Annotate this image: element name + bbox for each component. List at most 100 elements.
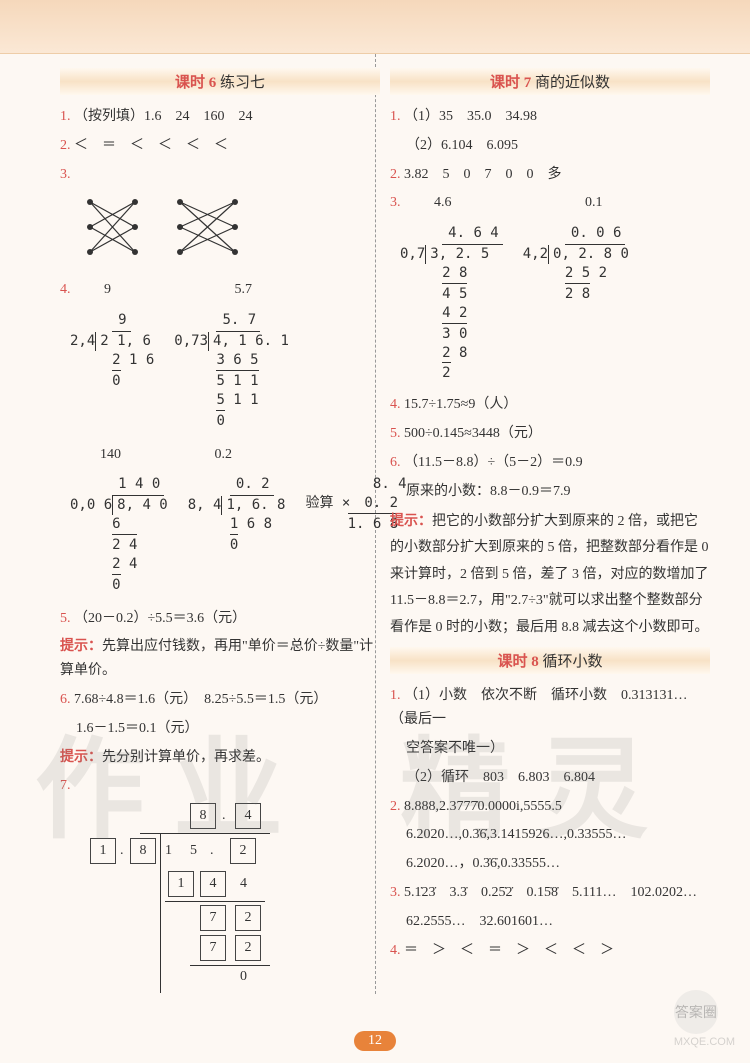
longdiv-c: 1 4 0 0,0 68, 4 0 6 2 4 2 4 0 xyxy=(70,475,168,594)
b-q3-l2: 62.2555… 32.601601… xyxy=(406,910,710,934)
r-q1-l2: （2）6.104 6.095 xyxy=(406,134,710,158)
q3: 3. xyxy=(60,163,380,187)
q5-expr: （20－0.2）÷5.5＝3.6（元） xyxy=(74,611,246,626)
lesson-number: 课时 7 xyxy=(490,75,531,91)
r-q6-l2: 原来的小数：8.8－0.9＝7.9 xyxy=(406,480,710,504)
r-q2: 2. 3.82 5 0 7 0 0 多 xyxy=(390,163,710,187)
q4-header-a: 9 xyxy=(104,282,111,297)
q4-num: 4. xyxy=(60,282,71,297)
r-q4-text: 15.7÷1.75≈9（人） xyxy=(404,397,517,412)
hint-label: 提示： xyxy=(60,750,102,765)
brand-circle: 答案圈 xyxy=(674,990,718,1034)
r-q3-hb: 0.1 xyxy=(585,195,603,210)
q4: 4. 9 5.7 xyxy=(60,278,380,302)
number-box: 2 xyxy=(230,838,256,864)
r-q6-hint-text: 把它的小数部分扩大到原来的 2 倍，或把它的小数部分扩大到原来的 5 倍，把整数… xyxy=(390,514,709,635)
lesson-name: 练习七 xyxy=(220,75,265,91)
b-q3-l1: 5.1̇23̇ 3.3̇ 0.25̇2̇ 0.15̇8̇ 5.111… 102.… xyxy=(404,885,697,900)
b-q2-l2: 6.2020…,0.3̇6̇,3.1415926…,0.33555… xyxy=(406,823,710,847)
number-box: 4 xyxy=(235,803,261,829)
q1: 1. （按列填）1.6 24 160 24 xyxy=(60,105,380,129)
r-q6-hint: 提示：把它的小数部分扩大到原来的 2 倍，或把它的小数部分扩大到原来的 5 倍，… xyxy=(390,509,710,642)
calc-text: . xyxy=(120,843,124,859)
longdiv-a: 9 2,42 1, 6 2 1 6 0 xyxy=(70,311,154,391)
b-q4-num: 4. xyxy=(390,943,401,958)
b-q2-l3: 6.2020…，0.3̇6̇,0.33555… xyxy=(406,852,710,876)
number-box: 2 xyxy=(235,935,261,961)
number-box: 1 xyxy=(90,838,116,864)
r-q3: 3. 4.6 0.1 xyxy=(390,191,710,215)
brand-url: MXQE.COM xyxy=(674,1036,735,1048)
r-q5-num: 5. xyxy=(390,426,401,441)
calc-text: 0 xyxy=(240,969,247,985)
b-q2-l1: 8.888,2.3777̇0.0000i,5555.5 xyxy=(404,799,562,814)
q3-num: 3. xyxy=(60,167,71,182)
page-number: 12 xyxy=(354,1031,396,1051)
b-q1-l1: （1）小数 依次不断 循环小数 0.313131…（最后一 xyxy=(390,688,688,727)
lesson-name: 循环小数 xyxy=(543,654,603,670)
number-box: 8 xyxy=(190,803,216,829)
number-box: 8 xyxy=(130,838,156,864)
q5: 5. （20－0.2）÷5.5＝3.6（元） xyxy=(60,607,380,631)
r-q2-num: 2. xyxy=(390,167,401,182)
calc-text: 5 xyxy=(190,843,197,859)
q4-header-d: 0.2 xyxy=(215,447,233,462)
r-q5-text: 500÷0.145≈3448（元） xyxy=(404,426,542,441)
longdiv-b: 5. 7 0,734, 1 6. 1 3 6 5 5 1 1 5 1 1 0 xyxy=(174,311,289,430)
q7-num: 7. xyxy=(60,778,71,793)
r-q3-row: 4. 6 4 0,73, 2. 5 2 8 4 5 4 2 3 0 2 8 2 … xyxy=(390,220,710,387)
number-box: 2 xyxy=(235,905,261,931)
calc-text: . xyxy=(222,808,226,824)
q4-header-b: 5.7 xyxy=(235,282,253,297)
r-q1-num: 1. xyxy=(390,109,401,124)
calc-text: . xyxy=(210,843,214,859)
q2: 2. ＜ ＝ ＜ ＜ ＜ ＜ xyxy=(60,134,380,158)
q6: 6. 7.68÷4.8＝1.6（元） 8.25÷5.5＝1.5（元） xyxy=(60,688,380,712)
b-q1-l2: 空答案不唯一） xyxy=(406,737,710,761)
r-q6-num: 6. xyxy=(390,455,401,470)
b-q4-text: ＝ ＞ ＜ ＝ ＞ ＜ ＜ ＞ xyxy=(404,943,614,958)
longdiv-d: 0. 2 8, 41, 6. 8 1 6 8 0 xyxy=(188,475,286,555)
b-q4: 4. ＝ ＞ ＜ ＝ ＞ ＜ ＜ ＞ xyxy=(390,939,710,963)
matching-diagram xyxy=(80,192,260,272)
q4-row1: 9 2,42 1, 6 2 1 6 0 5. 7 0,734, 1 6. 1 3… xyxy=(60,307,380,434)
q6-hint: 提示：先分别计算单价，再求差。 xyxy=(60,746,380,770)
q7-boxes: 8.41.815.214472720 xyxy=(90,803,330,1003)
q2-text: ＜ ＝ ＜ ＜ ＜ ＜ xyxy=(74,138,228,153)
page-content: 课时 6 练习七 1. （按列填）1.6 24 160 24 2. ＜ ＝ ＜ … xyxy=(0,54,750,1003)
r-q1-l1: （1）35 35.0 34.98 xyxy=(404,109,537,124)
lesson-name: 商的近似数 xyxy=(535,75,610,91)
q1-text: （按列填）1.6 24 160 24 xyxy=(74,109,253,124)
number-box: 7 xyxy=(200,935,226,961)
hint-label: 提示： xyxy=(390,514,432,529)
hint-label: 提示： xyxy=(60,639,102,654)
number-box: 4 xyxy=(200,871,226,897)
calc-text: 1 xyxy=(165,843,172,859)
left-column: 课时 6 练习七 1. （按列填）1.6 24 160 24 2. ＜ ＝ ＜ … xyxy=(60,62,380,1003)
lesson-title-7: 课时 7 商的近似数 xyxy=(390,68,710,95)
r-q4: 4. 15.7÷1.75≈9（人） xyxy=(390,393,710,417)
lesson-title-8: 课时 8 循环小数 xyxy=(390,647,710,674)
lesson-number: 课时 8 xyxy=(497,654,538,670)
brand-watermark: 答案圈 MXQE.COM xyxy=(674,990,735,1048)
q6-hint-text: 先分别计算单价，再求差。 xyxy=(102,750,270,765)
q4-row2: 1 4 0 0,0 68, 4 0 6 2 4 2 4 0 0. 2 8, 41… xyxy=(60,471,380,598)
lesson-number: 课时 6 xyxy=(175,75,216,91)
q6-l2: 1.6－1.5＝0.1（元） xyxy=(76,717,380,741)
q4-header-c: 140 xyxy=(100,447,121,462)
q5-hint-text: 先算出应付钱数，再用"单价＝总价÷数量"计算单价。 xyxy=(60,639,373,678)
q6-num: 6. xyxy=(60,692,71,707)
b-q3: 3. 5.1̇23̇ 3.3̇ 0.25̇2̇ 0.15̇8̇ 5.111… 1… xyxy=(390,881,710,905)
r-q4-num: 4. xyxy=(390,397,401,412)
r-q1: 1. （1）35 35.0 34.98 xyxy=(390,105,710,129)
matching-svg xyxy=(80,192,260,272)
r-q6: 6. （11.5－8.8）÷（5－2）＝0.9 xyxy=(390,451,710,475)
q7: 7. xyxy=(60,774,380,798)
q2-num: 2. xyxy=(60,138,71,153)
q6-l1: 7.68÷4.8＝1.6（元） 8.25÷5.5＝1.5（元） xyxy=(74,692,327,707)
r-q5: 5. 500÷0.145≈3448（元） xyxy=(390,422,710,446)
b-q2: 2. 8.888,2.3777̇0.0000i,5555.5 xyxy=(390,795,710,819)
b-q3-num: 3. xyxy=(390,885,401,900)
q1-num: 1. xyxy=(60,109,71,124)
r-q2-text: 3.82 5 0 7 0 0 多 xyxy=(404,167,562,182)
